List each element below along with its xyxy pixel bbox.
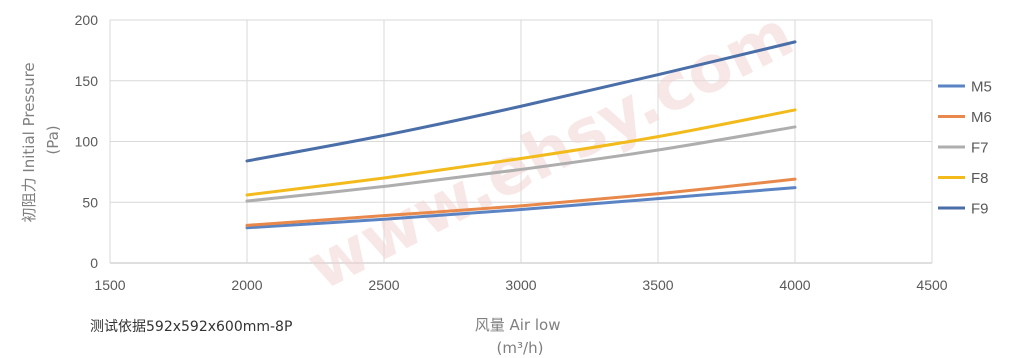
y-tick-label: 100: [75, 134, 99, 150]
y-tick-label: 200: [75, 12, 99, 28]
x-axis-title-line-2: (m³/h): [497, 339, 544, 357]
series-line-f7: [245, 125, 797, 203]
series-line-f9: [245, 40, 797, 163]
chart-series: [245, 40, 797, 230]
x-tick-label: 1500: [94, 277, 125, 293]
series-line-m6: [245, 177, 797, 227]
x-axis-title: 风量 Air low (m³/h): [475, 316, 566, 357]
test-basis-note: 测试依据592x592x600mm-8P: [90, 319, 292, 335]
legend-label-m5: M5: [971, 79, 992, 96]
legend-label-f9: F9: [971, 201, 989, 218]
legend-label-f8: F8: [971, 170, 989, 187]
y-axis-title-line-2: (Pa): [44, 125, 62, 154]
chart-ticks: 0 50 100 150 200 1500 2000 2500 3000 3500 4000 4500: [75, 12, 948, 293]
x-tick-label: 2500: [368, 277, 399, 293]
series-line-f8: [245, 108, 797, 197]
x-tick-label: 3000: [505, 277, 536, 293]
legend-label-f7: F7: [971, 140, 989, 157]
series-line-m5: [245, 186, 797, 230]
x-tick-label: 4000: [779, 277, 810, 293]
y-tick-label: 50: [82, 194, 98, 210]
chart-grid: [109, 19, 933, 264]
legend-label-m6: M6: [971, 109, 992, 126]
y-axis-title-line-1: 初阻力 Initial Pressure: [20, 62, 38, 222]
y-tick-label: 0: [90, 255, 98, 271]
x-tick-label: 2000: [231, 277, 262, 293]
x-axis-title-line-1: 风量 Air low: [475, 316, 561, 334]
y-tick-label: 150: [75, 73, 99, 89]
chart-legend: M5 M6 F7 F8 F9: [938, 79, 992, 218]
x-tick-label: 3500: [642, 277, 673, 293]
y-axis-title: 初阻力 Initial Pressure (Pa): [20, 58, 62, 223]
x-tick-label: 4500: [916, 277, 947, 293]
